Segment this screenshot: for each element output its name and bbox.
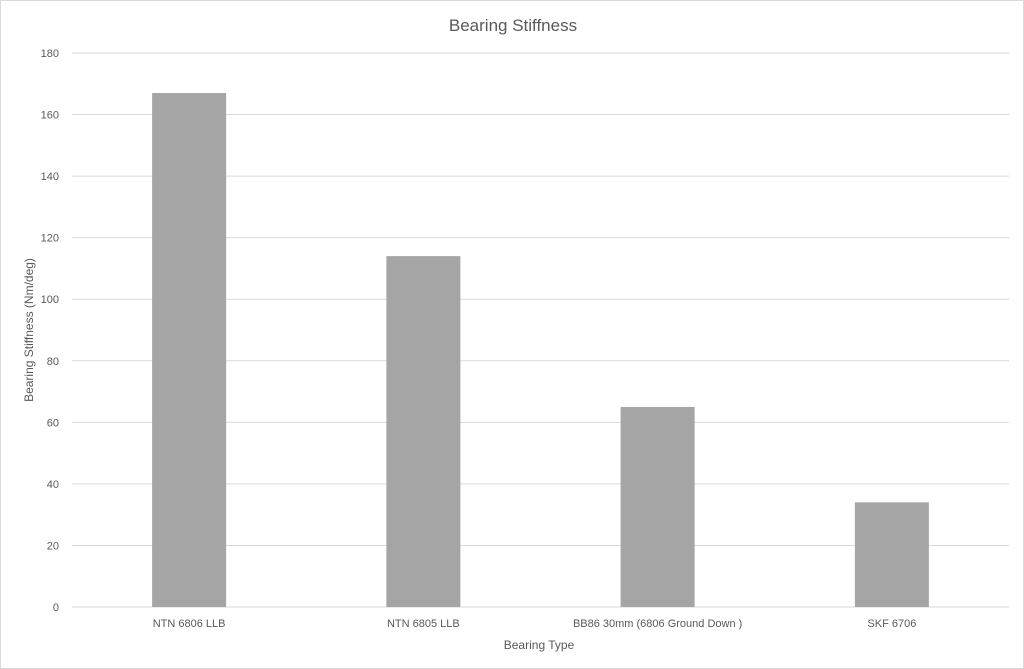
- x-tick-label: BB86 30mm (6806 Ground Down ): [573, 618, 742, 630]
- bar: [620, 406, 695, 607]
- bar: [386, 256, 461, 607]
- y-tick-label: 40: [47, 479, 59, 491]
- bars: [152, 93, 929, 607]
- chart-title: Bearing Stiffness: [449, 16, 577, 35]
- x-axis-ticks: NTN 6806 LLB NTN 6805 LLB BB86 30mm (6806 …: [153, 618, 917, 630]
- gridlines: [72, 52, 1009, 608]
- y-axis-ticks: 0 20 40 60 80 100 120 140 160 180: [41, 48, 59, 614]
- x-tick-label: NTN 6806 LLB: [153, 618, 226, 630]
- y-tick-label: 0: [53, 602, 59, 614]
- bar: [152, 93, 227, 607]
- x-tick-label: SKF 6706: [867, 618, 916, 630]
- y-tick-label: 140: [41, 171, 59, 183]
- y-tick-label: 180: [41, 48, 59, 60]
- y-tick-label: 20: [47, 540, 59, 552]
- y-tick-label: 100: [41, 294, 59, 306]
- y-tick-label: 120: [41, 233, 59, 245]
- bar: [854, 502, 929, 607]
- y-tick-label: 160: [41, 110, 59, 122]
- y-tick-label: 80: [47, 356, 59, 368]
- y-tick-label: 60: [47, 417, 59, 429]
- x-axis-title: Bearing Type: [504, 638, 575, 652]
- x-tick-label: NTN 6805 LLB: [387, 618, 460, 630]
- y-axis-title: Bearing Stiffness (Nm/deg): [22, 258, 36, 402]
